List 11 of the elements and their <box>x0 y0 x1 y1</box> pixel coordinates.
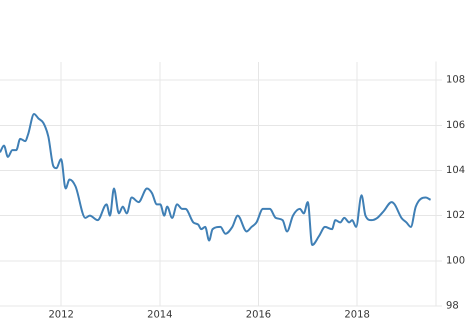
line-series <box>0 112 432 246</box>
x-tick-label: 2018 <box>344 310 370 321</box>
y-tick-label: 102 <box>446 210 466 222</box>
y-tick-label: 108 <box>446 74 466 86</box>
y-tick-label: 104 <box>446 165 466 176</box>
y-tick-label: 100 <box>446 255 466 266</box>
y-tick-label: 106 <box>446 120 466 131</box>
y-tick-label: 98 <box>446 300 459 312</box>
x-tick-label: 2014 <box>147 310 173 321</box>
x-tick-label: 2016 <box>246 310 272 321</box>
x-tick-label: 2012 <box>48 310 74 321</box>
